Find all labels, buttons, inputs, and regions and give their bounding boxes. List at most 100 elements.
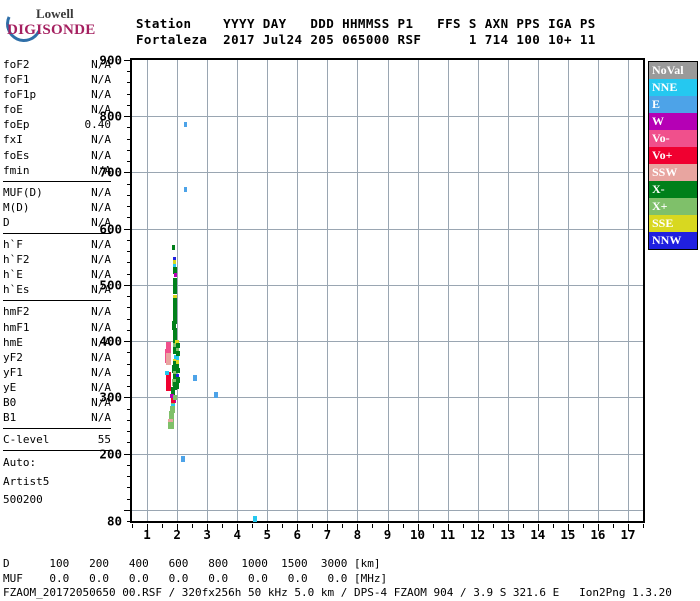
param-row: foEp 0.40 (3, 117, 111, 132)
x-axis-tick-label: 9 (383, 527, 392, 542)
x-axis-minor-tick (252, 524, 254, 528)
param-key: B1 (3, 411, 17, 425)
ionogram-echo-point (175, 363, 180, 369)
ionogram-echo-point (175, 368, 180, 374)
legend-item-nnw[interactable]: NNW (649, 232, 697, 249)
y-axis-major-tick (124, 60, 132, 61)
ionogram-echo-point (172, 284, 177, 294)
ionogram-echo-point (173, 394, 178, 400)
legend-item-e[interactable]: E (649, 96, 697, 113)
ionogram-echo-point (172, 365, 177, 374)
param-value: N/A (91, 200, 111, 214)
param-value: N/A (91, 58, 111, 71)
y-axis-major-tick (124, 172, 132, 174)
gridline-horizontal (132, 229, 643, 230)
legend-item-ssw[interactable]: SSW (649, 164, 697, 181)
ionogram-echo-point (173, 342, 178, 349)
param-key: foF2 (3, 58, 30, 71)
y-axis-minor-tick (127, 352, 132, 354)
x-axis-minor-tick (402, 524, 404, 528)
param-row: fxI N/A (3, 132, 111, 147)
legend-item-sse[interactable]: SSE (649, 215, 697, 232)
x-axis-major-tick (567, 524, 569, 531)
ionogram-echo-point (166, 352, 172, 360)
y-axis-minor-tick (127, 464, 132, 466)
y-axis-tick-label: 700 (99, 164, 122, 180)
legend-item-w[interactable]: W (649, 113, 697, 130)
x-axis-tick-label: 12 (470, 527, 486, 542)
x-axis-major-tick (237, 524, 239, 531)
param-value: N/A (91, 365, 111, 379)
y-axis-minor-tick (127, 296, 132, 298)
legend-item-x[interactable]: X+ (649, 198, 697, 215)
legend-item-nne[interactable]: NNE (649, 79, 697, 96)
ionogram-echo-point (168, 421, 175, 429)
gridline-horizontal (132, 116, 643, 117)
param-key: foEs (3, 148, 30, 162)
y-axis-tick-label: 600 (99, 221, 122, 237)
ionogram-echo-point (171, 386, 176, 395)
y-axis-minor-tick (127, 206, 132, 208)
legend-item-x[interactable]: X- (649, 181, 697, 198)
param-key: MUF(D) (3, 185, 43, 199)
x-axis-major-tick (147, 524, 149, 531)
param-group-profile: hmF2 N/A hmF1 N/A hmE N/A yF2 N/A yF1 N/A yE N/A B0 N… (3, 304, 111, 430)
gridline-vertical (207, 60, 208, 521)
ionogram-echo-point (173, 313, 178, 325)
param-key: B0 (3, 395, 17, 409)
y-axis-tick-label: 80 (106, 513, 122, 529)
y-axis-tick-label: 400 (99, 333, 122, 349)
gridline-vertical (628, 60, 629, 521)
footer-source-row: FZAOM_20172050650 00.RSF / 320fx256h 50 … (3, 586, 672, 600)
ionogram-echo-point (165, 377, 171, 387)
legend-item-vo[interactable]: Vo+ (649, 147, 697, 164)
ionogram-echo-point (252, 516, 257, 523)
y-axis-minor-tick (127, 161, 132, 163)
param-value: N/A (91, 238, 111, 252)
param-row: fmin N/A (3, 163, 111, 178)
param-value: N/A (91, 133, 111, 147)
ionogram-echo-point (172, 382, 177, 391)
param-value: N/A (91, 350, 111, 364)
gridline-vertical (147, 60, 148, 521)
ionogram-echo-point (169, 394, 174, 399)
station-header-columns: Station YYYY DAY DDD HHMMSS P1 FFS S AXN… (136, 16, 596, 31)
station-header: Station YYYY DAY DDD HHMMSS P1 FFS S AXN… (136, 16, 596, 48)
x-axis-minor-tick (522, 524, 524, 528)
ionogram-echo-point (172, 277, 177, 287)
auto-note-line: 500200 (3, 493, 43, 507)
param-key: foE (3, 103, 23, 117)
param-row: hmF1 N/A (3, 320, 111, 335)
param-value: N/A (91, 253, 111, 267)
ionogram-echo-point (184, 186, 187, 192)
param-group-muf: MUF(D) N/A M(D) N/A D N/A (3, 185, 111, 235)
param-value: N/A (91, 163, 111, 177)
y-axis-minor-tick (127, 127, 132, 129)
x-axis-minor-tick (282, 524, 284, 528)
ionogram-echo-point (172, 370, 177, 377)
x-axis-tick-label: 5 (263, 527, 272, 542)
gridline-horizontal (132, 454, 643, 455)
y-axis-tick-label: 900 (99, 52, 122, 68)
param-row: h`F2 N/A (3, 252, 111, 267)
gridline-vertical (267, 60, 268, 521)
y-axis-minor-tick (127, 217, 132, 219)
legend-item-noval[interactable]: NoVal (649, 62, 697, 79)
y-axis-minor-tick (127, 431, 132, 433)
ionogram-echo-point (181, 456, 186, 463)
legend-item-vo[interactable]: Vo- (649, 130, 697, 147)
x-axis-tick-label: 3 (203, 527, 211, 542)
param-group-virtual-heights: h`F N/A h`F2 N/A h`E N/A h`Es N/A (3, 237, 111, 302)
y-axis-major-tick (124, 397, 132, 399)
ionogram-echo-point (175, 340, 180, 345)
y-axis-minor-tick (127, 442, 132, 444)
ionogram-echo-point (193, 374, 198, 381)
gridline-horizontal (132, 172, 643, 173)
x-axis-tick-label: 1 (143, 527, 151, 542)
ionogram-echo-point (165, 359, 171, 365)
param-key: fmin (3, 163, 30, 177)
ionogram-echo-point (165, 370, 170, 375)
x-axis-minor-tick (132, 524, 133, 528)
x-axis-major-tick (177, 524, 179, 531)
param-key: yF1 (3, 365, 23, 379)
